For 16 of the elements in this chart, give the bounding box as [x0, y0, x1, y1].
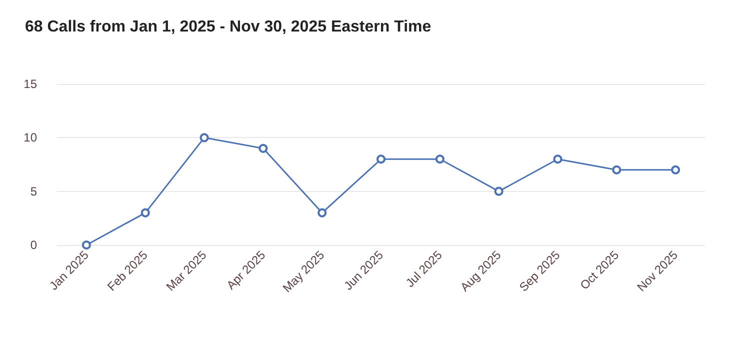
point: [140, 208, 150, 218]
point: [435, 154, 444, 164]
point: [612, 165, 622, 174]
point: [671, 165, 680, 174]
point: [553, 154, 562, 164]
point: [494, 186, 504, 196]
y-tick-label: 0: [30, 238, 38, 252]
chart-title: 68 Calls from Jan 1, 2025 - Nov 30, 2025 Eastern Time: [25, 18, 432, 36]
y-tick-label: 15: [24, 77, 38, 91]
point: [318, 208, 327, 218]
point: [376, 154, 386, 164]
y-tick-label: 5: [30, 184, 38, 198]
point: [200, 133, 209, 142]
point: [82, 240, 91, 250]
y-tick-label: 10: [24, 130, 38, 145]
point: [258, 144, 268, 153]
